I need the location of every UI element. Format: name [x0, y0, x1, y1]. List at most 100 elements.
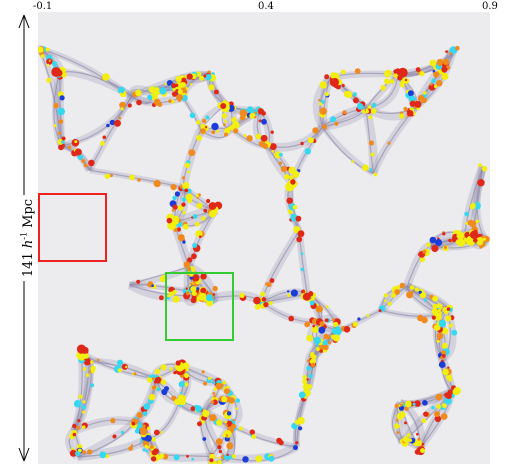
halo-dot — [137, 178, 141, 182]
halo-dot — [449, 52, 452, 55]
halo-dot — [304, 148, 311, 155]
halo-dot — [173, 228, 178, 232]
halo-dot — [142, 448, 146, 452]
halo-dot — [389, 79, 395, 84]
halo-dot — [151, 377, 155, 381]
halo-dot — [455, 45, 460, 51]
halo-dot — [164, 82, 167, 86]
halo-dot — [201, 420, 206, 424]
halo-dot — [368, 115, 373, 120]
simulation-map — [38, 12, 490, 464]
halo-dot — [125, 365, 128, 369]
halo-dot — [186, 454, 189, 458]
halo-dot — [441, 354, 446, 358]
halo-dot — [335, 324, 339, 327]
halo-dot — [431, 244, 439, 253]
halo-dot — [176, 93, 184, 101]
halo-dot — [196, 71, 202, 77]
halo-dot — [435, 393, 443, 401]
halo-dot — [287, 290, 290, 293]
green-highlight-box — [165, 272, 234, 341]
halo-dot — [85, 373, 90, 377]
halo-dot — [127, 103, 132, 108]
halo-dot — [302, 375, 308, 380]
halo-dot — [57, 107, 65, 116]
halo-dot — [209, 414, 217, 422]
halo-dot — [420, 292, 425, 297]
halo-dot — [212, 461, 218, 464]
halo-dot — [135, 89, 142, 97]
halo-dot — [171, 91, 178, 97]
halo-dot — [378, 309, 382, 313]
halo-dot — [222, 380, 227, 385]
halo-dot — [235, 407, 238, 411]
halo-dot — [178, 381, 185, 388]
halo-dot — [154, 368, 161, 375]
halo-dot — [239, 109, 248, 117]
halo-dot — [82, 367, 87, 371]
halo-dot — [213, 394, 217, 398]
halo-dot — [482, 237, 487, 241]
halo-dot — [481, 165, 488, 172]
cluster-dot — [414, 449, 421, 455]
halo-dot — [190, 286, 197, 293]
halo-dot — [370, 108, 377, 114]
halo-dot — [322, 340, 329, 346]
halo-dot — [212, 399, 218, 406]
halo-dot — [224, 420, 228, 424]
halo-dot — [312, 324, 316, 328]
halo-dot — [117, 359, 124, 366]
halo-dot — [200, 124, 206, 129]
halo-dot — [52, 61, 58, 67]
filament — [129, 284, 199, 297]
halo-dot — [231, 454, 236, 459]
cluster-dot — [456, 231, 465, 240]
halo-dot — [186, 73, 193, 80]
halo-dot — [319, 81, 327, 89]
halo-dot — [365, 109, 370, 114]
halo-dot — [292, 170, 300, 178]
halo-dot — [251, 434, 257, 440]
halo-dot — [421, 418, 427, 424]
halo-dot — [296, 236, 303, 243]
halo-dot — [216, 419, 223, 426]
cluster-dot — [395, 68, 401, 74]
halo-dot — [211, 122, 219, 131]
halo-dot — [428, 83, 436, 91]
halo-dot — [436, 80, 443, 87]
halo-dot — [205, 73, 212, 81]
halo-dot — [322, 124, 328, 130]
halo-dot — [257, 108, 264, 115]
halo-dot — [300, 267, 304, 272]
halo-dot — [73, 400, 82, 408]
halo-dot — [226, 453, 229, 457]
halo-dot — [445, 315, 452, 322]
halo-dot — [464, 211, 470, 217]
halo-dot — [233, 128, 239, 134]
cluster-dot — [324, 74, 330, 80]
halo-dot — [58, 119, 64, 124]
halo-dot — [179, 185, 183, 189]
halo-dot — [477, 179, 485, 187]
halo-dot — [451, 237, 457, 243]
filament — [312, 74, 334, 129]
halo-dot — [394, 423, 400, 430]
halo-dot — [293, 226, 301, 234]
halo-dot — [289, 175, 294, 181]
red-highlight-box — [38, 193, 107, 262]
halo-dot — [387, 141, 391, 145]
scale-unit-h: h-1 — [19, 231, 37, 249]
cluster-dot — [77, 352, 86, 361]
halo-dot — [59, 95, 65, 101]
halo-dot — [185, 87, 189, 90]
halo-dot — [153, 87, 160, 94]
halo-dot — [465, 221, 468, 225]
halo-dot — [269, 143, 277, 151]
halo-dot — [109, 174, 113, 178]
halo-dot — [387, 301, 392, 306]
halo-dot — [74, 148, 82, 156]
halo-dot — [405, 400, 412, 408]
cluster-dot — [330, 72, 337, 79]
halo-dot — [208, 376, 212, 381]
halo-dot — [279, 152, 283, 157]
